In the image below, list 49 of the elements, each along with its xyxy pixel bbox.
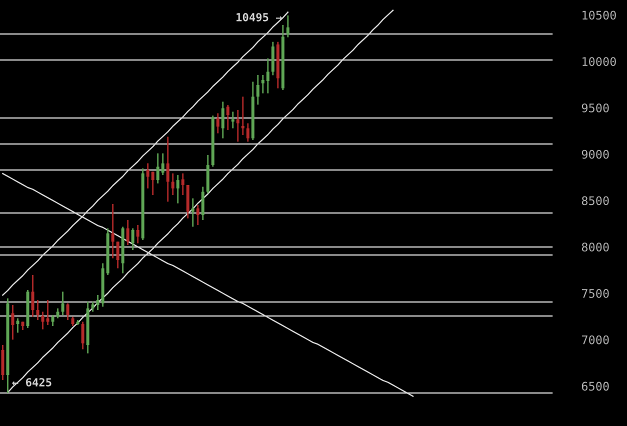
- candlestick: [191, 198, 194, 228]
- candlestick: [151, 171, 154, 196]
- candlestick: [161, 152, 164, 176]
- candlestick: [241, 96, 244, 136]
- candlestick: [201, 186, 204, 221]
- candlestick: [246, 122, 250, 142]
- candlestick: [61, 290, 64, 316]
- candlestick: [221, 100, 224, 140]
- y-tick-label: 8000: [582, 242, 609, 252]
- candlestick: [171, 172, 174, 196]
- y-tick-label: 10000: [582, 57, 616, 66]
- y-tick-label: 7000: [582, 335, 609, 344]
- candlestick: [56, 308, 60, 319]
- candlestick: [126, 219, 130, 246]
- y-tick-label: 8500: [582, 196, 609, 206]
- candlestick: [41, 311, 44, 330]
- candlestick: [226, 104, 230, 131]
- candlestick: [261, 74, 264, 94]
- candlestick: [111, 203, 114, 259]
- annotation: 10495 →: [236, 12, 282, 22]
- candlestick: [266, 58, 270, 94]
- candlestick: [31, 274, 34, 318]
- candlestick: [51, 314, 54, 327]
- y-tick-label: 9000: [582, 150, 609, 159]
- candlestick: [136, 224, 140, 244]
- candlestick: [11, 304, 14, 340]
- candlestick: [146, 162, 150, 190]
- candlestick: [91, 300, 94, 312]
- y-tick-label: 7500: [582, 289, 609, 298]
- candlestick: [116, 240, 120, 269]
- candlestick: [71, 316, 74, 327]
- candlestick: [286, 14, 290, 38]
- candlestick: [176, 174, 180, 204]
- candlestick: [96, 294, 100, 311]
- y-tick-label: 9500: [582, 103, 609, 112]
- candlestick: [131, 228, 134, 251]
- candlestick: [66, 302, 70, 321]
- y-tick-label: 10500: [582, 10, 616, 20]
- candlestick: [16, 318, 20, 334]
- candlestick: [256, 74, 260, 106]
- y-tick-label: 6500: [582, 382, 609, 391]
- candlestick: [166, 136, 170, 202]
- candlestick: [196, 204, 200, 226]
- candlestick: [236, 109, 240, 142]
- candlestick: [36, 299, 40, 321]
- candlestick: [216, 112, 220, 134]
- candlestick: [156, 152, 160, 184]
- candlestick: [181, 172, 184, 196]
- candlestick: [81, 321, 84, 350]
